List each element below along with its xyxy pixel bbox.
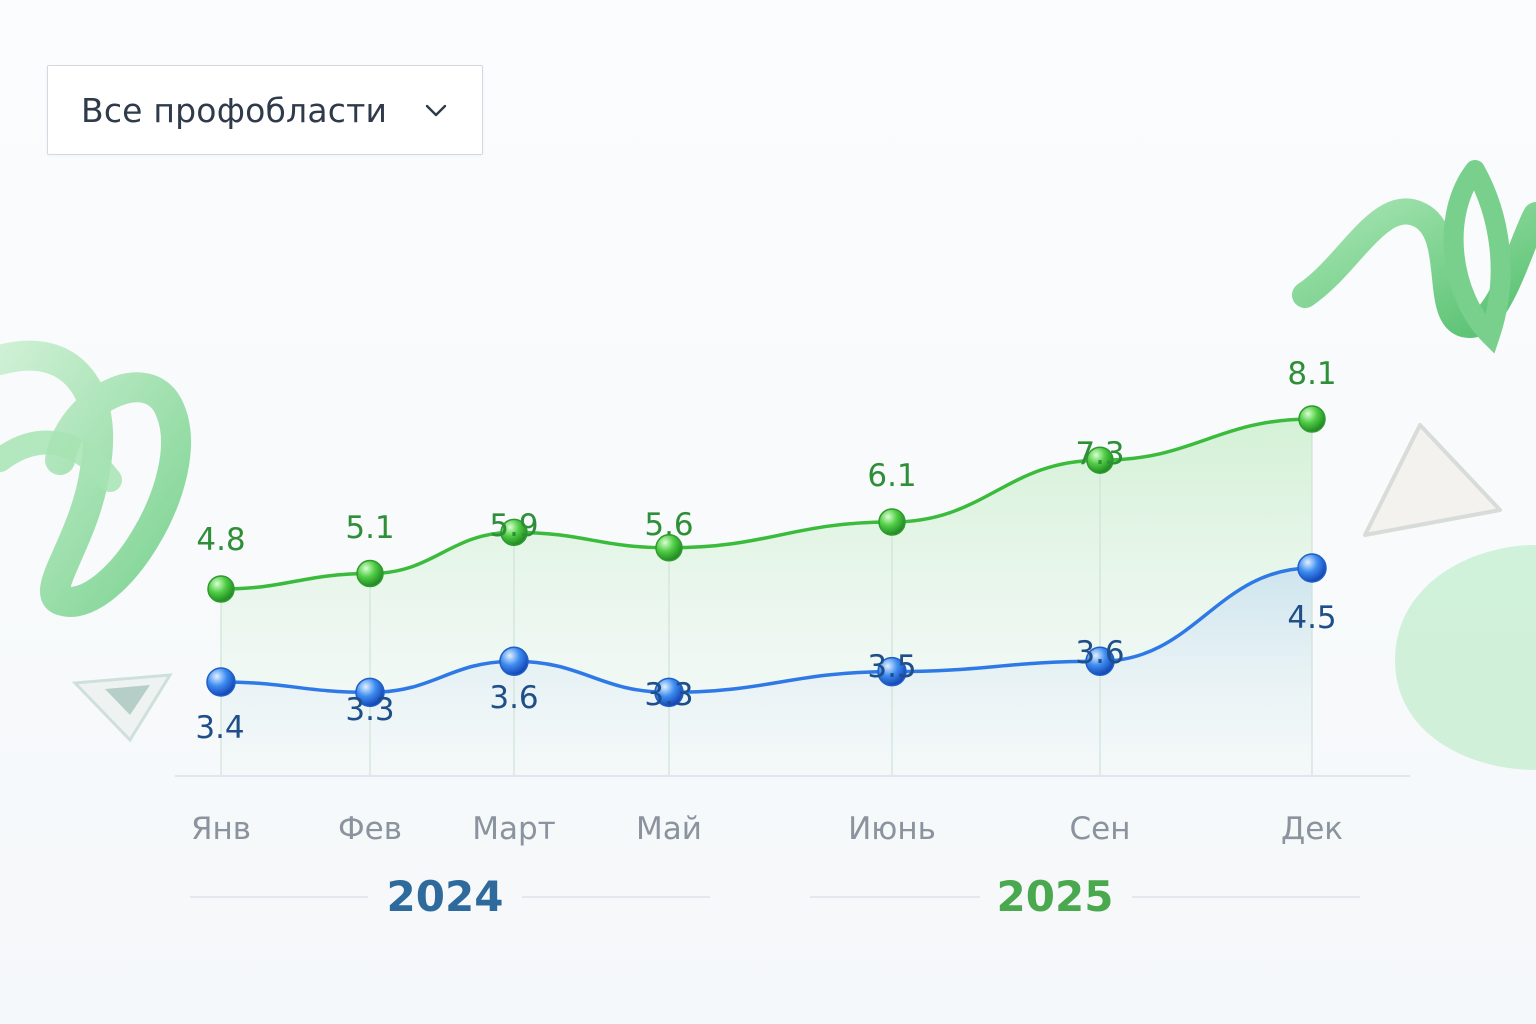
green-point xyxy=(878,508,906,536)
green-value-label: 7.3 xyxy=(1075,436,1124,472)
green-point xyxy=(356,559,384,588)
green-value-label: 5.6 xyxy=(644,507,693,543)
blue-value-label: 3.4 xyxy=(195,710,244,746)
green-value-label: 4.8 xyxy=(196,522,245,558)
dropdown-selected-value: Все профобласти xyxy=(81,90,388,130)
green-value-label: 8.1 xyxy=(1287,356,1336,392)
x-tick-label: Янв xyxy=(191,811,251,847)
green-value-label: 6.1 xyxy=(867,458,916,494)
x-tick-label: Сен xyxy=(1070,811,1131,847)
green-point xyxy=(1298,405,1326,433)
blue-value-label: 3.5 xyxy=(867,649,916,685)
profession-filter-dropdown[interactable]: Все профобласти xyxy=(47,65,483,155)
blue-value-label: 3.3 xyxy=(644,677,693,713)
year-label-2024: 2024 xyxy=(387,872,504,921)
x-tick-label: Фев xyxy=(338,811,402,847)
blue-value-label: 3.3 xyxy=(345,692,394,728)
x-tick-label: Март xyxy=(472,811,555,847)
green-point xyxy=(500,518,528,547)
chevron-down-icon xyxy=(425,104,447,117)
blue-point xyxy=(1297,553,1327,583)
green-point xyxy=(655,534,683,562)
blue-point xyxy=(877,656,907,687)
green-value-label: 5.9 xyxy=(489,508,538,544)
x-tick-label: Дек xyxy=(1281,811,1343,847)
x-tick-label: Июнь xyxy=(848,811,936,847)
blue-point xyxy=(206,667,236,697)
green-value-label: 5.1 xyxy=(345,510,394,546)
blue-point xyxy=(355,677,385,708)
year-label-2025: 2025 xyxy=(997,872,1114,921)
blue-point xyxy=(1085,646,1115,677)
series-2024-area xyxy=(221,568,1312,776)
green-point xyxy=(207,575,235,603)
blue-point xyxy=(499,646,529,677)
green-point xyxy=(1086,446,1114,474)
blue-value-label: 4.5 xyxy=(1287,600,1336,636)
blue-value-label: 3.6 xyxy=(489,680,538,716)
blue-point xyxy=(654,677,684,708)
blue-value-label: 3.6 xyxy=(1075,635,1124,671)
x-tick-label: Май xyxy=(636,811,702,847)
